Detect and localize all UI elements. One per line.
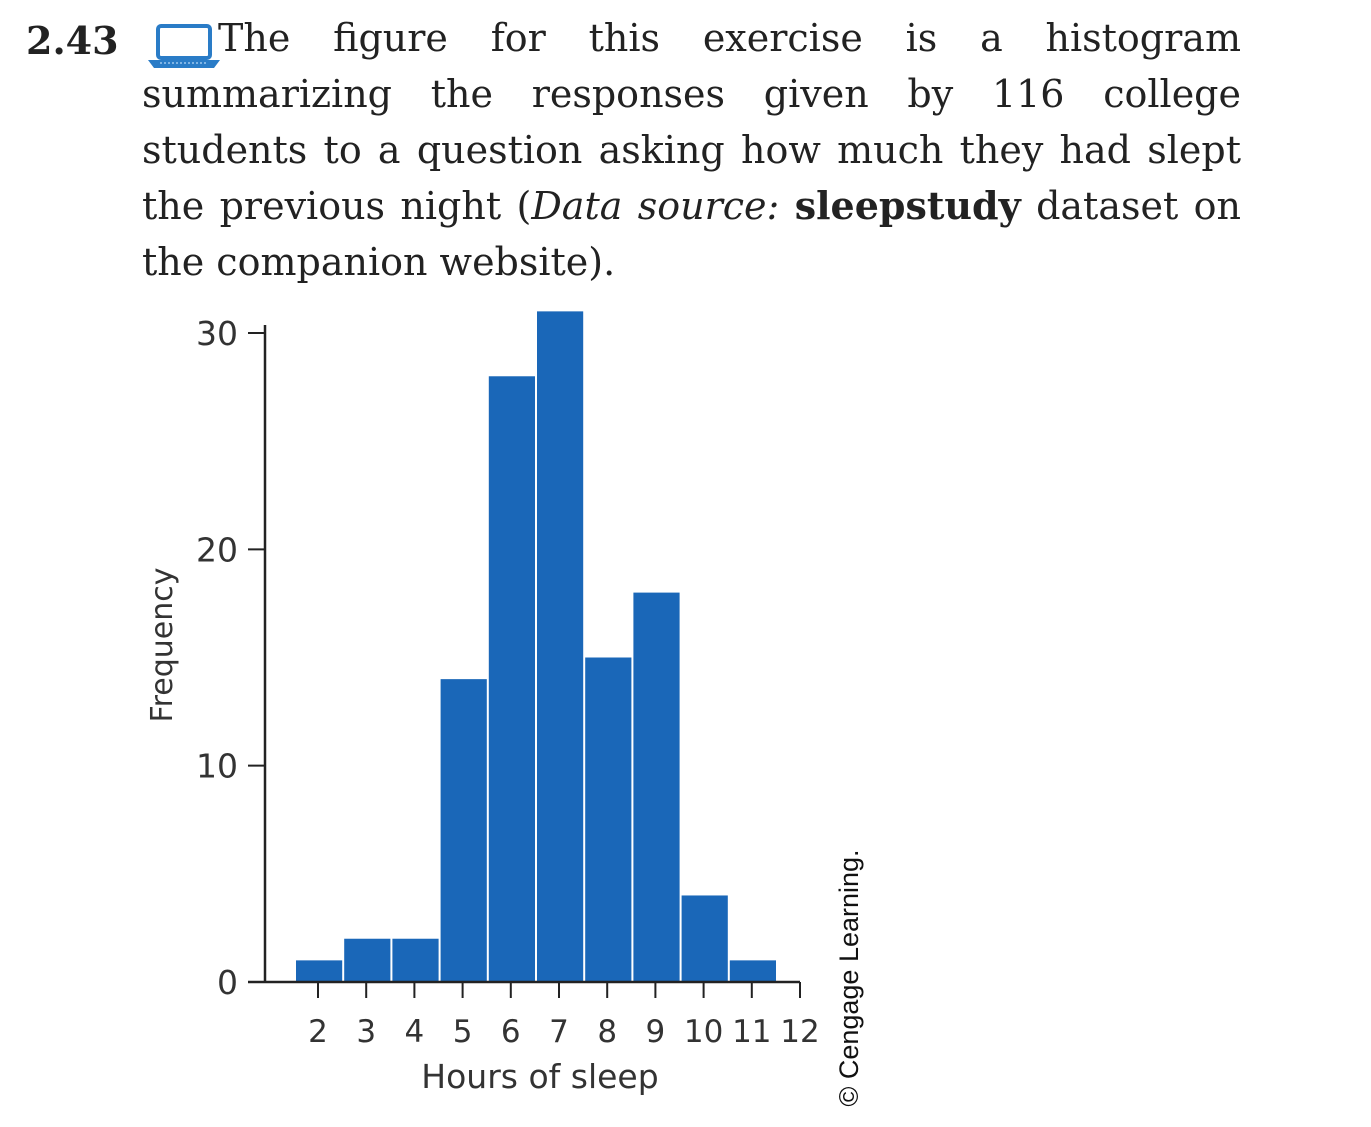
x-tick-label: 2 xyxy=(308,1014,328,1050)
x-tick-label: 11 xyxy=(732,1014,771,1050)
y-tick-label: 20 xyxy=(196,530,238,569)
x-tick-label: 10 xyxy=(684,1014,723,1050)
y-tick-label: 30 xyxy=(196,314,238,353)
histogram-bar xyxy=(440,679,487,982)
x-tick-label: 7 xyxy=(549,1014,569,1050)
y-tick-label: 10 xyxy=(196,747,238,786)
y-tick-label: 0 xyxy=(217,963,238,1002)
laptop-icon xyxy=(148,24,220,68)
text-after: dataset on the companion website). xyxy=(142,184,1241,284)
x-axis-label: Hours of sleep xyxy=(421,1057,658,1096)
x-tick-label: 8 xyxy=(597,1014,617,1050)
exercise-block: 2.43 The figure for this exercise is a h… xyxy=(26,10,1241,290)
x-tick-label: 3 xyxy=(356,1014,376,1050)
x-tick-label: 9 xyxy=(646,1014,666,1050)
credit-text: © Cengage Learning. xyxy=(834,849,864,1106)
x-tick-label: 5 xyxy=(453,1014,473,1050)
y-axis-label: Frequency xyxy=(145,568,180,723)
histogram-bar xyxy=(681,895,728,982)
exercise-text: The figure for this exercise is a histog… xyxy=(142,10,1241,290)
histogram-bar xyxy=(296,960,343,982)
source-label: Data source: xyxy=(531,184,780,228)
histogram-bar xyxy=(585,657,632,982)
histogram-bar xyxy=(537,311,584,982)
x-ticks-group: 2 3 4 5 6 7 8 9 10 11 12 xyxy=(308,982,820,1050)
histogram-bar xyxy=(392,938,439,982)
histogram-bar xyxy=(729,960,776,982)
histogram-bar xyxy=(488,376,535,982)
text-before: The figure for this exercise is a histog… xyxy=(142,16,1241,228)
x-tick-label: 4 xyxy=(405,1014,425,1050)
y-ticks-group: 0 10 20 30 xyxy=(196,314,265,1002)
histogram-bar xyxy=(344,938,391,982)
exercise-number: 2.43 xyxy=(26,18,119,63)
bars-group xyxy=(296,311,776,982)
x-tick-label: 12 xyxy=(780,1014,819,1050)
x-tick-label: 6 xyxy=(501,1014,521,1050)
dataset-name: sleepstudy xyxy=(794,183,1021,228)
histogram-bar xyxy=(633,592,680,982)
